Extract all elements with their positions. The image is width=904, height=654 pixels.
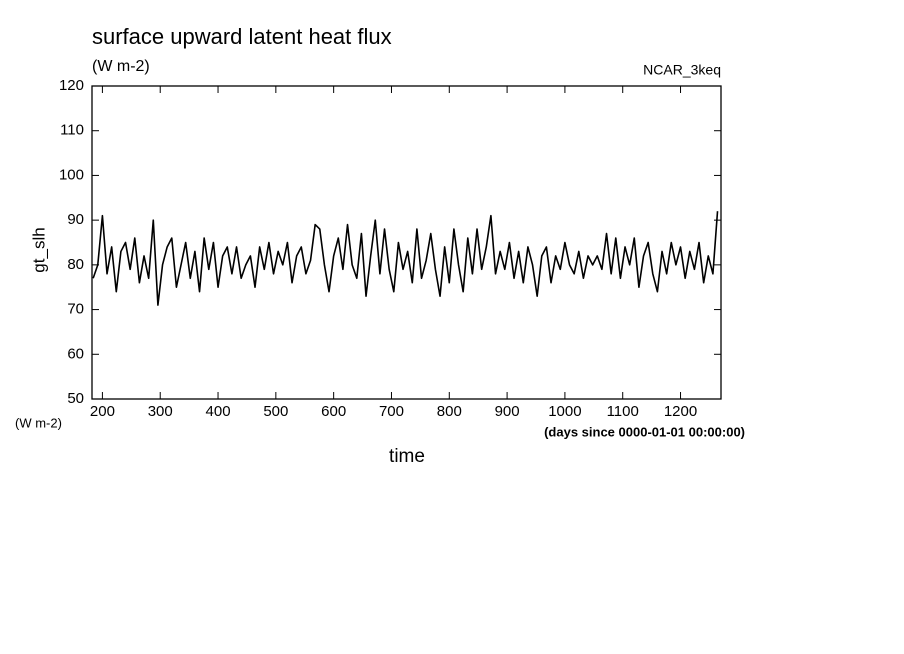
x-tick-label: 200: [90, 403, 115, 420]
chart-title: surface upward latent heat flux: [92, 24, 392, 49]
y-tick-label: 110: [60, 122, 84, 139]
source-label: NCAR_3keq: [643, 62, 721, 78]
y-tick-label: 50: [67, 390, 84, 407]
x-tick-label: 500: [263, 403, 288, 420]
y-tick-label: 90: [67, 211, 84, 228]
plot-frame: [91, 85, 722, 400]
x-tick-label: 700: [379, 403, 404, 420]
x-tick-label: 600: [321, 403, 346, 420]
y-tick-label: 120: [59, 77, 84, 94]
y-tick-label: 70: [67, 301, 84, 318]
y-axis-label: gt_slh: [29, 227, 48, 272]
x-axis-label: time: [389, 446, 425, 467]
x-tick-label: 400: [206, 403, 231, 420]
y-tick-label: 80: [67, 256, 84, 273]
x-tick-label: 1000: [548, 403, 581, 420]
x-tick-label: 800: [437, 403, 462, 420]
x-tick-label: 1100: [607, 403, 639, 420]
x-unit-label: (days since 0000-01-01 00:00:00): [544, 424, 745, 439]
y-unit-label: (W m-2): [15, 415, 62, 430]
x-tick-label: 300: [148, 403, 173, 420]
chart-subtitle: (W m-2): [92, 58, 150, 75]
data-line: [92, 211, 719, 306]
x-tick-label: 900: [495, 403, 520, 420]
y-tick-label: 60: [67, 345, 84, 362]
x-tick-label: 1200: [664, 403, 697, 420]
y-tick-label: 100: [59, 166, 84, 183]
